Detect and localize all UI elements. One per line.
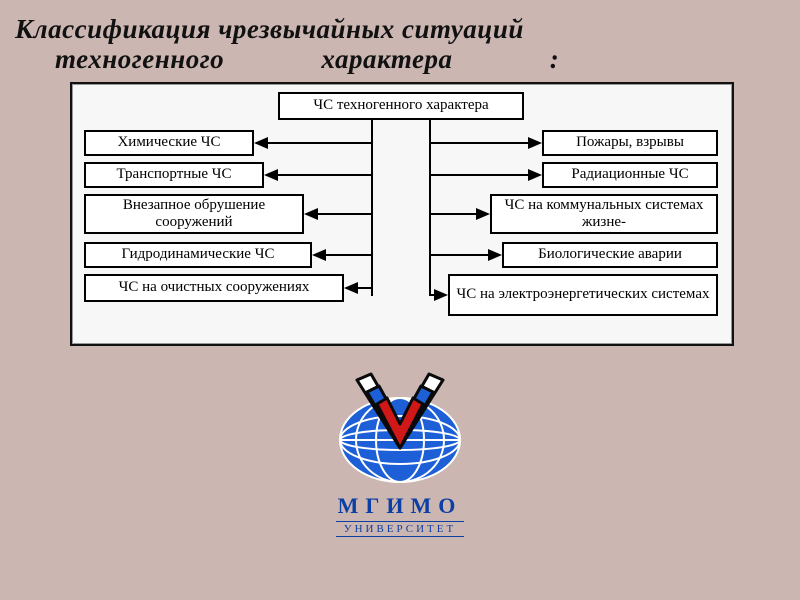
mgimo-logo-graphic (317, 362, 483, 492)
diagram-left-5: ЧС на очистных сооружениях (84, 274, 344, 302)
diagram-right-3: ЧС на коммунальных системах жизне- (490, 194, 718, 234)
mgimo-logo: МГИМО УНИВЕРСИТЕТ (317, 362, 483, 537)
diagram-right-5: ЧС на электроэнергетических системах (448, 274, 718, 316)
diagram-left-1: Химические ЧС (84, 130, 254, 156)
diagram-right-2: Радиационные ЧС (542, 162, 718, 188)
page-title-line2: техногенного характера : (55, 44, 559, 75)
classification-diagram: ЧС техногенного характера Химические ЧС Тр… (70, 82, 734, 346)
diagram-left-3: Внезапное обрушение сооружений (84, 194, 304, 234)
diagram-right-1: Пожары, взрывы (542, 130, 718, 156)
page-title-line1: Классификация чрезвычайных ситуаций (15, 14, 524, 45)
logo-subtitle: УНИВЕРСИТЕТ (336, 521, 464, 537)
diagram-left-4: Гидродинамические ЧС (84, 242, 312, 268)
diagram-root: ЧС техногенного характера (278, 92, 524, 120)
logo-brand-text: МГИМО (317, 493, 483, 519)
diagram-left-2: Транспортные ЧС (84, 162, 264, 188)
diagram-right-4: Биологические аварии (502, 242, 718, 268)
